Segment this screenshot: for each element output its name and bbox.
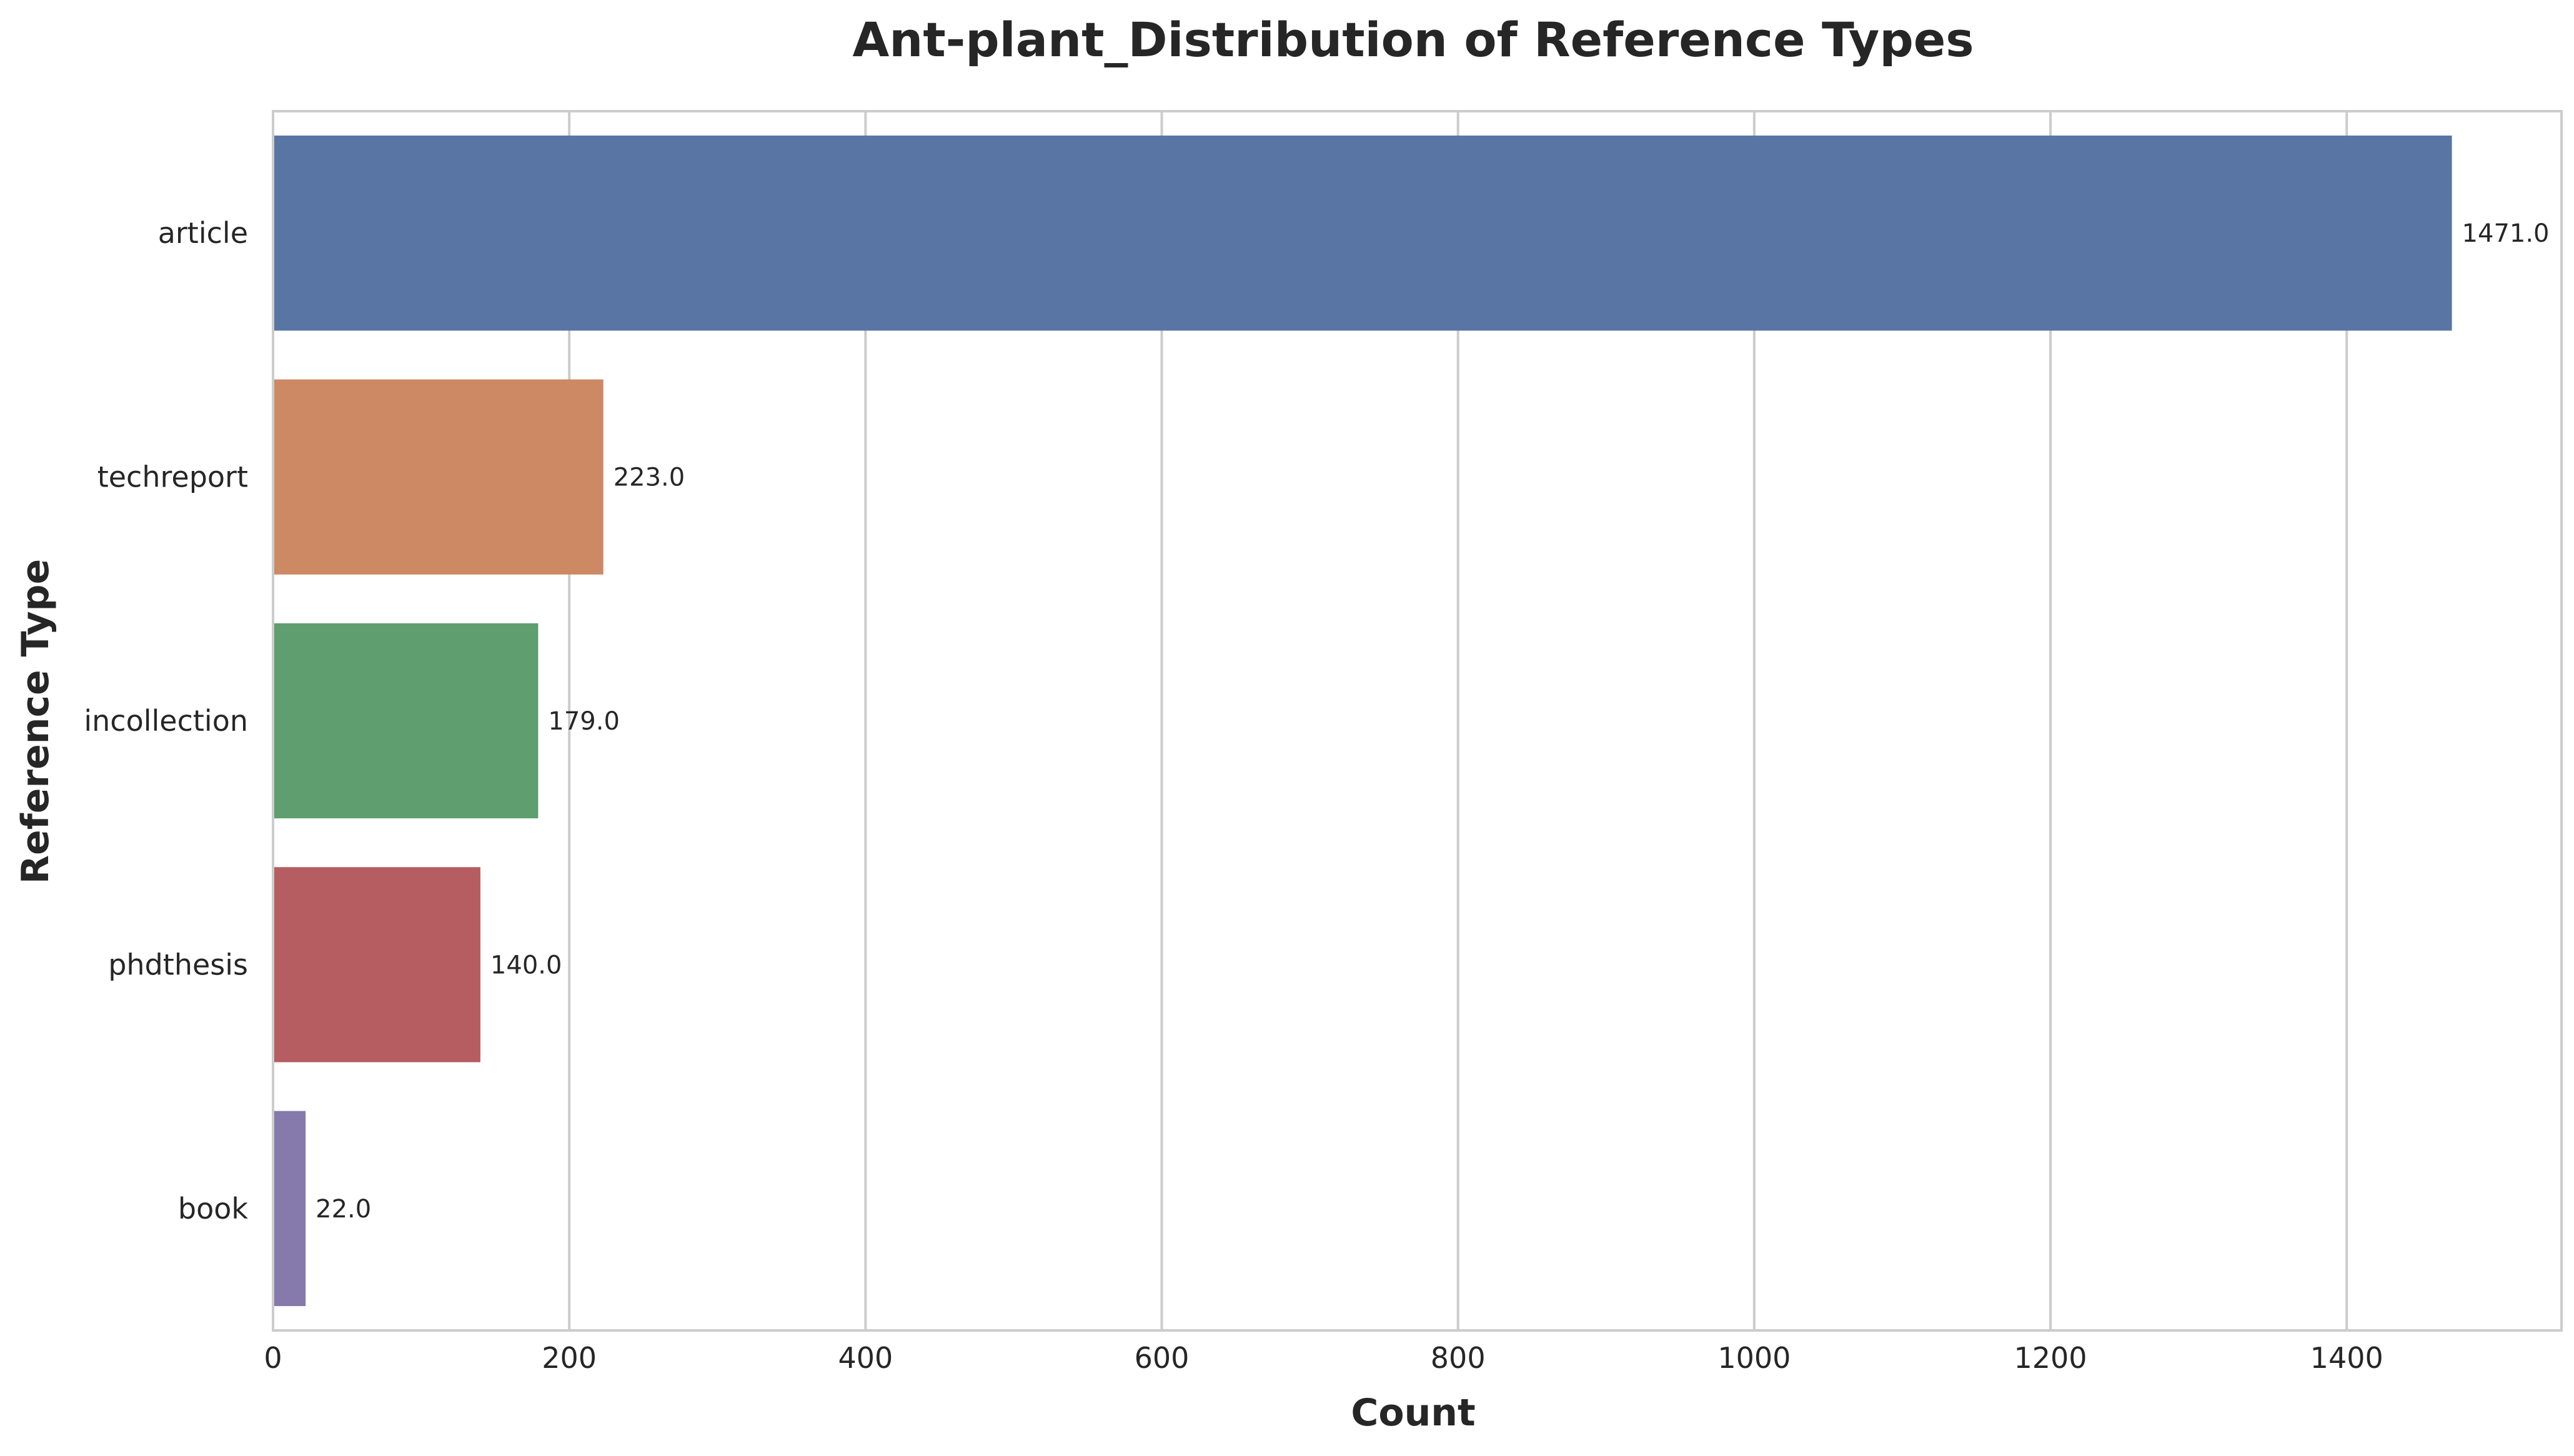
plot-frame bbox=[272, 110, 2563, 1332]
x-tick-label: 800 bbox=[1431, 1341, 1486, 1375]
data-label-book: 22.0 bbox=[316, 1195, 371, 1224]
data-label-techreport: 223.0 bbox=[614, 463, 685, 492]
bar-article bbox=[273, 136, 2452, 331]
bar-book bbox=[273, 1111, 306, 1306]
data-labels: 1471.0 223.0 179.0 140.0 22.0 bbox=[316, 219, 2549, 1224]
data-label-article: 1471.0 bbox=[2462, 219, 2550, 248]
y-tick-label: techreport bbox=[97, 460, 248, 494]
x-tick-label: 200 bbox=[542, 1341, 597, 1375]
y-tick-label: article bbox=[158, 216, 248, 250]
x-tick-label: 1400 bbox=[2310, 1341, 2383, 1375]
x-tick-label: 1000 bbox=[1717, 1341, 1791, 1375]
y-tick-label: incollection bbox=[84, 704, 248, 738]
tick-labels: 0 200 400 600 800 1000 1200 1400 article techrepo… bbox=[84, 216, 2383, 1375]
bar-techreport bbox=[273, 379, 604, 575]
x-axis-label: Count bbox=[1351, 1391, 1475, 1435]
y-tick-label: book bbox=[178, 1192, 248, 1226]
x-tick-label: 1200 bbox=[2014, 1341, 2087, 1375]
x-tick-label: 400 bbox=[838, 1341, 893, 1375]
data-label-phdthesis: 140.0 bbox=[490, 951, 562, 979]
bar-incollection bbox=[273, 623, 539, 819]
chart-title: Ant-plant_Distribution of Reference Type… bbox=[852, 12, 1974, 67]
data-label-incollection: 179.0 bbox=[548, 707, 620, 736]
bar-phdthesis bbox=[273, 867, 480, 1062]
x-tick-label: 0 bbox=[264, 1341, 282, 1375]
y-tick-label: phdthesis bbox=[108, 948, 248, 981]
y-axis-label: Reference Type bbox=[14, 559, 57, 884]
x-tick-label: 600 bbox=[1135, 1341, 1190, 1375]
bars bbox=[273, 136, 2452, 1306]
